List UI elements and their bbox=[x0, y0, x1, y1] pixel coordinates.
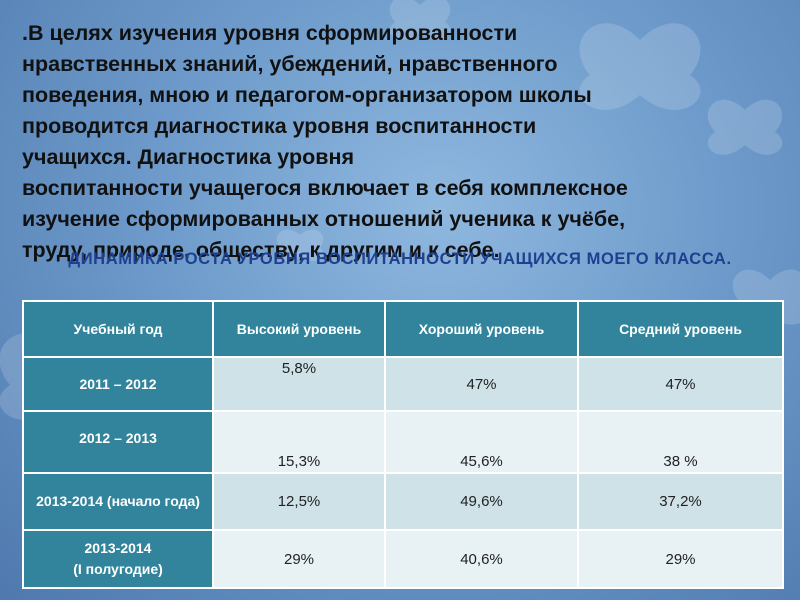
table-row: 2013-2014 (I полугодие) 29% 40,6% 29% bbox=[22, 529, 784, 589]
cell-high-level: 15,3% bbox=[212, 410, 386, 474]
upbringing-level-table: Учебный год Высокий уровень Хороший уров… bbox=[22, 300, 784, 589]
intro-paragraph: .В целях изучения уровня сформированност… bbox=[22, 21, 628, 262]
cell-mid-level: 29% bbox=[577, 529, 784, 589]
table-header-row: Учебный год Высокий уровень Хороший уров… bbox=[22, 300, 784, 358]
cell-high-level: 5,8% bbox=[212, 356, 386, 412]
cell-mid-level: 38 % bbox=[577, 410, 784, 474]
row-year: 2011 – 2012 bbox=[22, 356, 214, 412]
cell-good-level: 49,6% bbox=[384, 472, 579, 531]
table-row: 2012 – 2013 15,3% 45,6% 38 % bbox=[22, 410, 784, 474]
header-year: Учебный год bbox=[22, 300, 214, 358]
cell-high-level: 12,5% bbox=[212, 472, 386, 531]
table-title: Динамика роста уровня воспитанности учащ… bbox=[68, 250, 732, 268]
cell-good-level: 47% bbox=[384, 356, 579, 412]
table-row: 2013-2014 (начало года) 12,5% 49,6% 37,2… bbox=[22, 472, 784, 531]
cell-mid-level: 37,2% bbox=[577, 472, 784, 531]
header-high-level: Высокий уровень bbox=[212, 300, 386, 358]
row-year: 2012 – 2013 bbox=[22, 410, 214, 474]
header-good-level: Хороший уровень bbox=[384, 300, 579, 358]
cell-high-level: 29% bbox=[212, 529, 386, 589]
cell-good-level: 45,6% bbox=[384, 410, 579, 474]
cell-good-level: 40,6% bbox=[384, 529, 579, 589]
row-year: 2013-2014 (начало года) bbox=[22, 472, 214, 531]
table-row: 2011 – 2012 5,8% 47% 47% bbox=[22, 356, 784, 412]
row-year: 2013-2014 (I полугодие) bbox=[22, 529, 214, 589]
cell-mid-level: 47% bbox=[577, 356, 784, 412]
header-mid-level: Средний уровень bbox=[577, 300, 784, 358]
